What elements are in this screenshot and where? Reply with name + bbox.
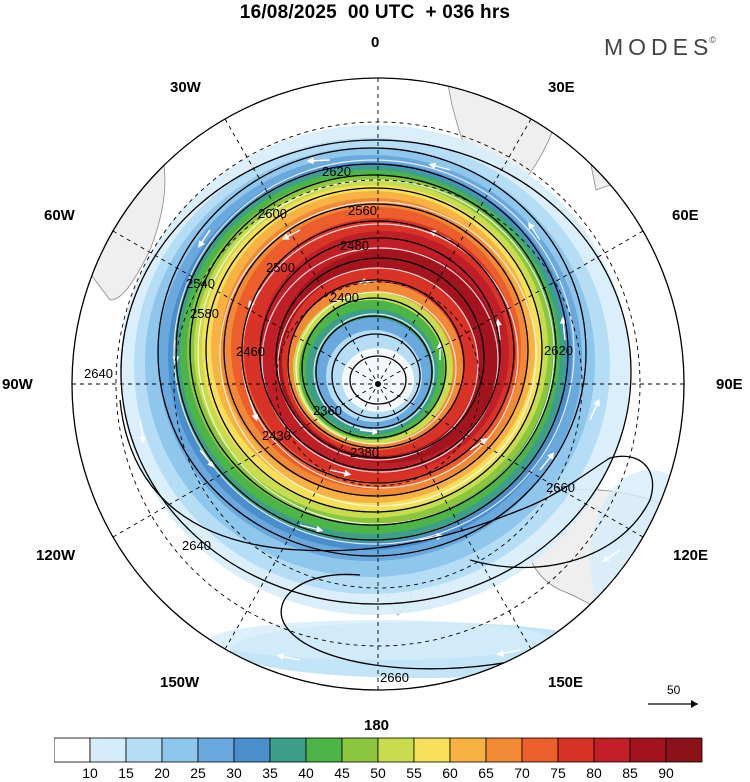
colorbar [54,737,703,763]
brand-name: MODES [604,34,714,60]
lon-label-30w: 30W [170,79,201,96]
colorbar-swatch [665,737,703,763]
colorbar-tick-label: 75 [550,765,566,781]
colorbar-tick-label: 70 [514,765,530,781]
contour-label: 2430 [262,428,291,443]
colorbar-tick-label: 40 [298,765,314,781]
lon-label-90e: 90E [716,376,743,393]
colorbar-tick-label: 20 [154,765,170,781]
lon-label-120w: 120W [36,547,76,564]
lon-label-60e: 60E [672,207,699,224]
height-contours [119,139,661,670]
land-madagascar [589,149,611,191]
colorbar-swatch [125,737,163,763]
lon-label-120e: 120E [673,547,709,564]
colorbar-swatch [89,737,127,763]
colorbar-tick-label: 60 [442,765,458,781]
lon-label-150w: 150W [160,674,200,691]
contour-label: 2360 [313,403,342,418]
lon-label-180: 180 [364,717,390,734]
contour-label: 2660 [380,670,409,685]
wind-reference-label: 50 [667,683,681,697]
brand-logo: MODES© [604,34,716,61]
colorbar-swatch [413,737,451,763]
colorbar-swatch [305,737,343,763]
colorbar-swatch [341,737,379,763]
colorbar-tick-label: 45 [334,765,350,781]
contour-label: 2580 [190,306,219,321]
chart-title: 16/08/2025 00 UTC + 036 hrs [239,2,511,23]
lon-label-0: 0 [371,34,380,51]
colorbar-swatch [629,737,667,763]
colorbar-swatch [233,737,271,763]
contour-label: 2380 [350,445,379,460]
colorbar-tick-label: 55 [406,765,422,781]
contour-label: 2540 [186,276,215,291]
contour-label: 2660 [546,480,575,495]
colorbar-swatch [485,737,523,763]
colorbar-swatch [521,737,559,763]
map-boundary [71,77,685,691]
colorbar-tick-label: 35 [262,765,278,781]
contour-label: 2620 [322,164,351,179]
contour-label: 2460 [236,344,265,359]
colorbar-tick-label: 85 [622,765,638,781]
shaded-wind-speed [79,78,684,678]
contour-label: 2640 [84,366,113,381]
colorbar-tick-label: 25 [190,765,206,781]
colorbar-swatch [377,737,415,763]
colorbar-tick-label: 65 [478,765,494,781]
lon-label-90w: 90W [2,376,33,393]
contour-label: 2600 [258,206,287,221]
colorbar-swatch [197,737,235,763]
wind-reference-arrowhead [691,700,698,708]
colorbar-tick-label: 50 [370,765,386,781]
contour-label: 2400 [330,290,359,305]
colorbar-swatch [449,737,487,763]
contour-label: 2500 [266,260,295,275]
lon-label-150e: 150E [548,674,584,691]
contour-label: 2480 [340,238,369,253]
lon-label-60w: 60W [44,207,75,224]
colorbar-tick-label: 10 [82,765,98,781]
lon-label-30e: 30E [548,79,575,96]
colorbar-tick-label: 90 [658,765,674,781]
colorbar-swatch [54,737,91,763]
colorbar-swatch [593,737,631,763]
brand-mark: © [709,35,716,45]
contour-label: 2560 [348,203,377,218]
colorbar-swatch [557,737,595,763]
contour-label: 2640 [182,538,211,553]
colorbar-swatch [269,737,307,763]
colorbar-tick-label: 30 [226,765,242,781]
colorbar-tick-label: 80 [586,765,602,781]
contour-label: 2620 [544,343,573,358]
contour-labels: 2620 2600 2580 2560 2540 2500 2480 2460 … [84,164,575,685]
colorbar-tick-label: 15 [118,765,134,781]
pole-marker [375,381,381,387]
colorbar-swatch [161,737,199,763]
